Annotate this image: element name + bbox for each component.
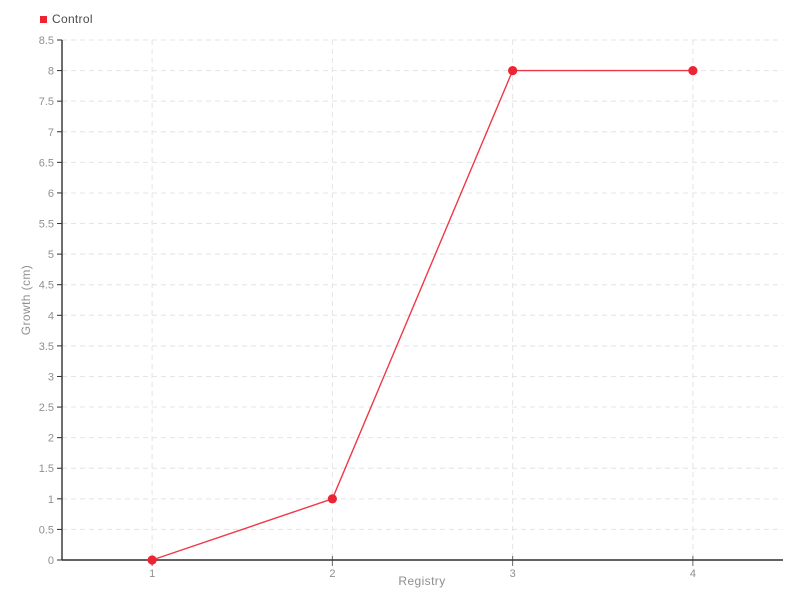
x-axis-title: Registry bbox=[398, 574, 445, 588]
x-tick-label: 2 bbox=[329, 568, 335, 580]
data-point[interactable] bbox=[508, 65, 518, 76]
y-tick-label: 0.5 bbox=[39, 524, 54, 536]
data-point[interactable] bbox=[327, 494, 337, 504]
y-tick-label: 6.5 bbox=[39, 157, 54, 169]
y-tick-label: 2 bbox=[48, 433, 54, 445]
y-tick-label: 4 bbox=[48, 310, 54, 322]
y-tick-label: 8.5 bbox=[39, 35, 54, 47]
y-tick-label: 4.5 bbox=[39, 280, 54, 292]
y-tick-label: 5.5 bbox=[39, 219, 54, 231]
y-tick-label: 6 bbox=[48, 188, 54, 200]
x-tick-label: 4 bbox=[690, 568, 696, 580]
legend-series-marker-icon bbox=[40, 15, 47, 23]
series-line bbox=[151, 69, 693, 561]
y-tick-label: 8 bbox=[48, 66, 54, 78]
data-point[interactable] bbox=[147, 555, 157, 565]
y-tick-label: 5 bbox=[48, 249, 54, 261]
legend[interactable]: Control bbox=[40, 12, 93, 26]
series-layer bbox=[147, 65, 698, 565]
y-tick-label: 1 bbox=[48, 494, 54, 506]
y-tick-label: 7.5 bbox=[39, 96, 54, 108]
y-tick-label: 1.5 bbox=[39, 463, 54, 475]
y-tick-label: 0 bbox=[48, 555, 54, 567]
y-tick-label: 2.5 bbox=[39, 402, 54, 414]
y-tick-label: 3 bbox=[48, 371, 54, 383]
y-axis-title: Growth (cm) bbox=[19, 265, 33, 335]
y-tick-label: 3.5 bbox=[39, 341, 54, 353]
data-point[interactable] bbox=[688, 65, 698, 76]
x-tick-label: 3 bbox=[510, 568, 516, 580]
axes-layer bbox=[57, 39, 783, 566]
y-tick-label: 7 bbox=[48, 127, 54, 139]
x-tick-label: 1 bbox=[149, 568, 155, 580]
legend-label: Control bbox=[52, 12, 93, 26]
tick-labels-layer: 0 0.5 1 1.5 2 2.5 3 3.5 4 4.5 5 5.5 6 6.5 7 7.5 8 8.5 1 2 3 4 bbox=[39, 35, 696, 580]
gridlines-layer bbox=[62, 39, 783, 560]
